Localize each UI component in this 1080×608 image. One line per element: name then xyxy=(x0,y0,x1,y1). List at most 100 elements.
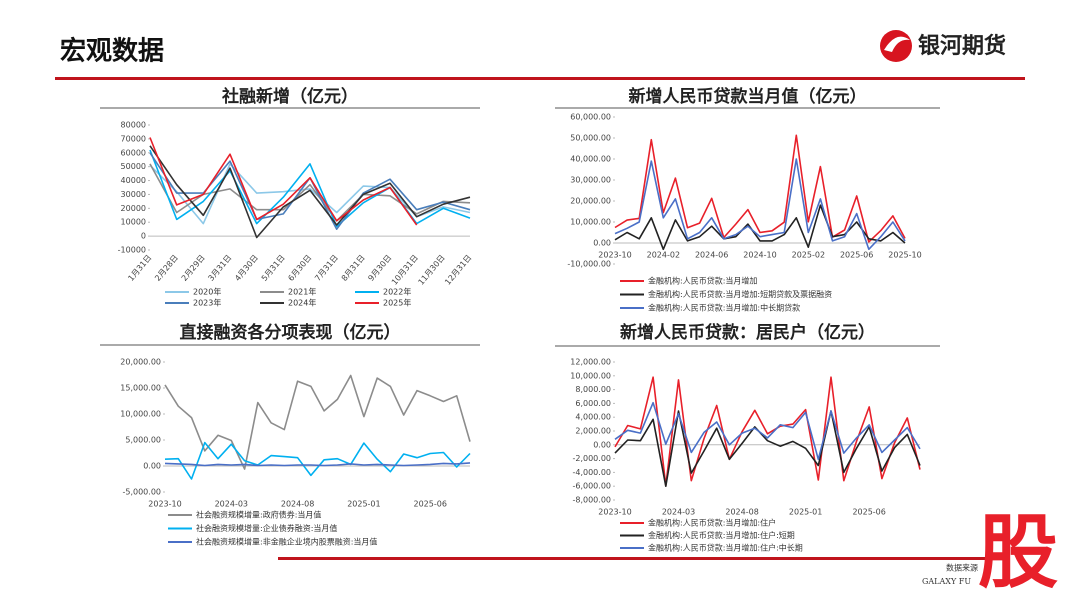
y-tick-label: 4,000.00 xyxy=(575,413,611,422)
series-line xyxy=(614,376,921,487)
y-tick-label: 8,000.00 xyxy=(575,385,611,394)
x-tick-label: 2025-01 xyxy=(347,500,380,509)
x-tick-label: 1月31日 xyxy=(126,253,153,283)
source-note: 数据来源 xyxy=(946,563,978,573)
x-tick-label: 2024-03 xyxy=(215,500,248,509)
series-line xyxy=(614,204,906,251)
y-tick-label: 60,000.00 xyxy=(570,113,611,122)
series-line xyxy=(164,374,471,470)
x-tick-label: 2025-06 xyxy=(413,500,446,509)
y-tick-label: 50000 xyxy=(121,162,146,171)
logo-text: 银河期货 xyxy=(918,33,1006,59)
x-tick-label: 2025-01 xyxy=(789,508,822,517)
legend-label: 金融机构:人民币贷款:当月增加:短期贷款及票据融资 xyxy=(648,289,832,299)
logo-swoosh xyxy=(884,36,910,52)
x-tick-label: 4月30日 xyxy=(233,253,260,283)
y-tick-label: -6,000.00 xyxy=(572,482,611,491)
x-tick-label: 2024-10 xyxy=(743,251,776,260)
x-tick-label: 8月31日 xyxy=(340,253,367,283)
y-tick-label: 2,000.00 xyxy=(575,427,611,436)
y-tick-label: 15,000.00 xyxy=(120,384,161,393)
x-tick-label: 3月31日 xyxy=(206,253,233,283)
watermark: 股 xyxy=(978,506,1058,599)
y-tick-label: -10,000.00 xyxy=(567,260,611,269)
x-tick-label: 2023-10 xyxy=(598,251,631,260)
legend-label: 2022年 xyxy=(383,287,411,297)
series-line xyxy=(614,401,921,461)
y-tick-label: 30000 xyxy=(121,190,146,199)
y-tick-label: 20,000.00 xyxy=(120,358,161,367)
y-tick-label: 10,000.00 xyxy=(570,371,611,380)
legend-label: 金融机构:人民币贷款:当月增加:住户 xyxy=(648,518,776,528)
legend-label: 2024年 xyxy=(288,298,316,308)
legend-label: 社会融资规模增量:政府债券:当月值 xyxy=(196,510,321,520)
series-line xyxy=(149,145,471,239)
x-tick-label: 2024-03 xyxy=(662,508,695,517)
x-tick-label: 2024-08 xyxy=(281,500,314,509)
y-tick-label: 10,000.00 xyxy=(570,218,611,227)
x-tick-label: 2024-02 xyxy=(647,251,680,260)
legend-label: 2023年 xyxy=(193,298,221,308)
y-tick-label: 10000 xyxy=(121,218,146,227)
y-tick-label: 0.00 xyxy=(593,239,611,248)
x-tick-label: 2024-06 xyxy=(695,251,728,260)
y-tick-label: 70000 xyxy=(121,134,146,143)
chart-title: 新增人民币贷款：居民户（亿元） xyxy=(620,322,875,343)
series-line xyxy=(149,137,418,226)
x-tick-label: 10月31日 xyxy=(390,253,420,287)
legend-label: 金融机构:人民币贷款:当月增加:住户:中长期 xyxy=(648,543,803,553)
x-tick-label: 2月28日 xyxy=(153,253,180,283)
y-tick-label: -8,000.00 xyxy=(572,496,611,505)
x-tick-label: 7月31日 xyxy=(313,253,340,283)
legend-label: 2020年 xyxy=(193,287,221,297)
x-tick-label: 11月30日 xyxy=(417,253,447,287)
series-line xyxy=(614,410,921,487)
slide-title: 宏观数据 xyxy=(60,36,164,67)
series-line xyxy=(149,149,471,228)
x-tick-label: 2025-10 xyxy=(888,251,921,260)
chart-title: 社融新增（亿元） xyxy=(221,86,358,107)
chart-title: 直接融资各分项表现（亿元） xyxy=(180,322,401,343)
y-tick-label: 12,000.00 xyxy=(570,358,611,367)
series-line xyxy=(614,134,906,243)
y-tick-label: 40,000.00 xyxy=(570,155,611,164)
x-tick-label: 2月29日 xyxy=(180,253,207,283)
x-tick-label: 2024-08 xyxy=(725,508,758,517)
y-tick-label: 20000 xyxy=(121,204,146,213)
y-tick-label: 5,000.00 xyxy=(125,436,161,445)
y-tick-label: -2,000.00 xyxy=(572,454,611,463)
legend-label: 社会融资规模增量:非金融企业境内股票融资:当月值 xyxy=(196,537,377,547)
y-tick-label: 0.00 xyxy=(143,462,161,471)
legend-label: 2025年 xyxy=(383,298,411,308)
x-tick-label: 5月31日 xyxy=(260,253,287,283)
y-tick-label: 80000 xyxy=(121,121,146,130)
legend-label: 金融机构:人民币贷款:当月增加 xyxy=(648,276,757,286)
x-tick-label: 9月30日 xyxy=(366,253,393,283)
y-tick-label: -5,000.00 xyxy=(122,488,161,497)
y-tick-label: 0.00 xyxy=(593,440,611,449)
y-tick-label: 20,000.00 xyxy=(570,197,611,206)
x-tick-label: 2025-06 xyxy=(840,251,873,260)
legend-label: 社会融资规模增量:企业债券融资:当月值 xyxy=(196,523,337,533)
y-tick-label: 50,000.00 xyxy=(570,134,611,143)
y-tick-label: -4,000.00 xyxy=(572,468,611,477)
logo: 银河期货 xyxy=(880,30,1006,62)
y-tick-label: 40000 xyxy=(121,176,146,185)
legend-label: 金融机构:人民币贷款:当月增加:住户:短期 xyxy=(648,530,795,540)
series-line xyxy=(164,462,471,467)
y-tick-label: 10,000.00 xyxy=(120,410,161,419)
chart-title: 新增人民币贷款当月值（亿元） xyxy=(629,86,867,107)
legend-label: 金融机构:人民币贷款:当月增加:中长期贷款 xyxy=(648,303,800,313)
footer-rule xyxy=(278,557,998,560)
x-tick-label: 6月30日 xyxy=(286,253,313,283)
y-tick-label: 60000 xyxy=(121,148,146,157)
header-rule xyxy=(55,77,1025,80)
logo-icon xyxy=(880,30,912,62)
y-tick-label: 6,000.00 xyxy=(575,399,611,408)
legend-label: 2021年 xyxy=(288,287,316,297)
x-tick-label: 12月31日 xyxy=(443,253,473,287)
x-tick-label: 2025-06 xyxy=(852,508,885,517)
y-tick-label: -10000 xyxy=(118,246,146,255)
x-tick-label: 2023-10 xyxy=(598,508,631,517)
